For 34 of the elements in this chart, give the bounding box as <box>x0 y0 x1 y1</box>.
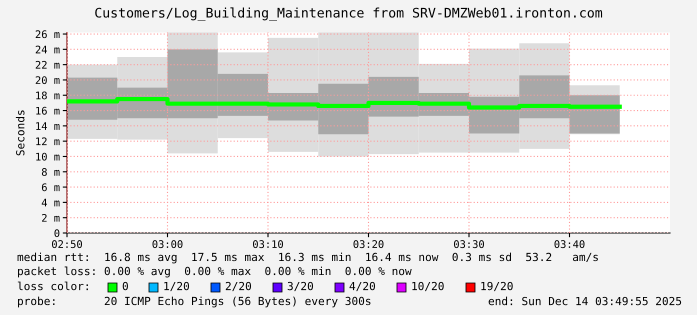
y-axis-title: Seconds <box>16 110 24 156</box>
x-tick-label: 03:00 <box>152 240 183 248</box>
text: 0 <box>122 282 128 290</box>
text: 1/20 <box>164 282 190 292</box>
y-tick-label: 16 m <box>36 106 60 115</box>
x-tick-label: 03:10 <box>253 240 284 248</box>
y-tick-label: 14 m <box>36 122 60 130</box>
text: loss color: <box>18 282 88 290</box>
y-tick-label: 26 m <box>36 30 60 38</box>
text: packet loss: 0.00 % avg 0.00 % max 0.00 % min 0.00 % now <box>18 266 412 278</box>
y-tick-label: 4 m <box>42 198 60 206</box>
x-tick-label: 03:20 <box>354 240 384 248</box>
x-tick-label: 03:40 <box>554 240 585 248</box>
text: 19/20 <box>481 282 513 292</box>
y-tick-label: 12 m <box>36 137 60 146</box>
text: probe: 20 ICMP Echo Pings (56 Bytes) every 300s <box>18 296 370 308</box>
x-tick-label: 03:30 <box>454 240 484 248</box>
y-tick-label: 8 m <box>42 168 60 176</box>
text: 10/20 <box>412 282 444 292</box>
chart-title: Customers/Log_Building_Maintenance from SRV-DMZWeb01.ironton.com <box>95 7 602 21</box>
y-tick-label: 10 m <box>36 152 60 161</box>
y-tick-label: 24 m <box>36 46 60 54</box>
text: median rtt: 16.8 ms avg 17.5 ms max 16.3 ms min 16.4 ms now 0.3 ms sd 53.2 am/s <box>18 252 598 264</box>
y-tick-label: 22 m <box>36 60 60 69</box>
y-tick-label: 20 m <box>36 76 60 84</box>
y-tick-label: 2 m <box>42 214 60 222</box>
x-tick-label: 02:50 <box>52 240 82 248</box>
y-tick-label: 0 <box>54 229 60 238</box>
text: 3/20 <box>288 282 314 292</box>
text: 4/20 <box>350 282 376 292</box>
text: 2/20 <box>226 282 252 292</box>
text: end: Sun Dec 14 03:49:55 2025 <box>488 296 682 306</box>
y-tick-label: 18 m <box>36 92 60 100</box>
y-tick-label: 6 m <box>42 183 60 192</box>
